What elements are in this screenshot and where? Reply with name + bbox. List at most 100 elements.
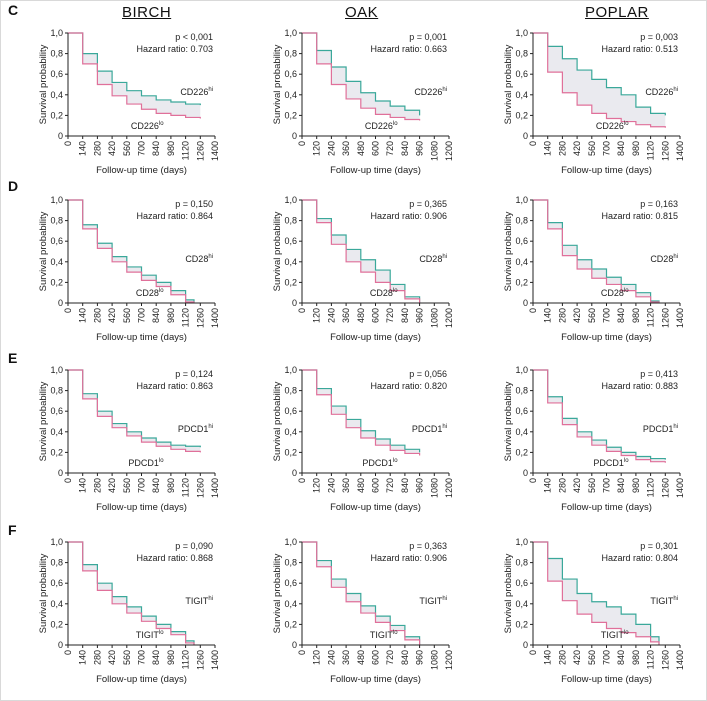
y-tick-label: 0,4 [50,257,63,267]
x-tick-label: 140 [543,650,553,665]
x-axis-label: Follow-up time (days) [96,332,187,343]
x-tick-label: 1260 [660,650,670,670]
series-line-hi [68,541,195,645]
x-tick-label: 140 [543,308,553,323]
hazard-ratio-label: Hazard ratio: 0.663 [370,44,447,54]
x-tick-label: 840 [151,141,161,156]
x-tick-label: 840 [400,308,410,323]
y-tick-label: 0 [58,131,63,141]
x-tick-label: 280 [92,478,102,493]
p-value-label: p < 0,001 [175,32,213,42]
x-tick-label: 560 [122,650,132,665]
x-tick-label: 420 [107,141,117,156]
series-line-lo [302,32,421,121]
x-tick-label: 280 [92,650,102,665]
chart-panel-f-poplar: 0 0,2 0,4 0,6 0,8 1,0 0 140 280 420 560 700 840 980 11… [503,537,685,685]
x-tick-label: 0 [297,308,307,313]
x-tick-label: 0 [528,478,538,483]
x-tick-label: 1260 [195,478,205,498]
series-line-lo [68,541,195,645]
y-tick-label: 0 [292,468,297,478]
group-label-lo: PDCD1lo [128,458,164,468]
chart-panel-d-birch: 0 0,2 0,4 0,6 0,8 1,0 0 140 280 420 560 700 840 980 11… [38,195,220,343]
y-tick-label: 0,6 [284,578,297,588]
y-tick-label: 0,4 [284,427,297,437]
x-tick-label: 1080 [429,308,439,328]
x-tick-label: 0 [297,650,307,655]
y-tick-label: 0,4 [284,90,297,100]
y-tick-label: 0,6 [515,69,528,79]
p-value-label: p = 0,124 [175,369,213,379]
y-tick-label: 0,6 [284,69,297,79]
y-tick-label: 0 [523,468,528,478]
chart-panel-d-oak: 0 0,2 0,4 0,6 0,8 1,0 0 120 240 360 480 600 720 840 96… [272,195,454,343]
y-axis-label: Survival probability [272,381,283,461]
x-tick-label: 1260 [660,308,670,328]
p-value-label: p = 0,413 [640,369,678,379]
confidence-band [533,33,666,128]
y-tick-label: 0,2 [515,619,528,629]
x-tick-label: 700 [137,650,147,665]
y-tick-label: 0,6 [515,406,528,416]
row-letter-f: F [8,522,17,538]
chart-panel-c-oak: 0 0,2 0,4 0,6 0,8 1,0 0 120 240 360 480 600 720 840 96… [272,28,454,176]
y-tick-label: 0,8 [50,216,63,226]
p-value-label: p = 0,301 [640,541,678,551]
x-tick-label: 1080 [429,650,439,670]
y-tick-label: 0 [292,131,297,141]
x-tick-label: 700 [602,650,612,665]
hazard-ratio-label: Hazard ratio: 0.863 [136,381,213,391]
y-tick-label: 0,2 [284,110,297,120]
x-tick-label: 560 [122,141,132,156]
y-axis-label: Survival probability [38,381,49,461]
x-tick-label: 240 [326,650,336,665]
x-axis-label: Follow-up time (days) [561,165,652,176]
x-tick-label: 1400 [210,650,220,670]
y-tick-label: 0,8 [284,216,297,226]
x-tick-label: 1260 [660,141,670,161]
y-tick-label: 0,2 [50,619,63,629]
series-line-hi [533,199,660,303]
y-tick-label: 1,0 [284,537,297,547]
y-axis-label: Survival probability [38,553,49,633]
y-tick-label: 0,2 [284,447,297,457]
group-label-hi: TIGIThi [650,596,678,606]
x-tick-label: 420 [107,478,117,493]
x-tick-label: 480 [356,478,366,493]
x-tick-label: 1120 [646,650,656,669]
group-label-lo: CD226lo [365,121,398,131]
x-tick-label: 0 [297,478,307,483]
group-label-hi: TIGIThi [419,596,447,606]
p-value-label: p = 0,090 [175,541,213,551]
y-tick-label: 0,8 [284,386,297,396]
x-tick-label: 120 [312,308,322,323]
y-tick-label: 1,0 [50,365,63,375]
y-tick-label: 0,6 [50,406,63,416]
y-tick-label: 0,6 [515,236,528,246]
x-tick-label: 840 [151,478,161,493]
y-tick-label: 1,0 [515,365,528,375]
y-axis-label: Survival probability [503,211,514,291]
x-tick-label: 1080 [429,141,439,161]
x-tick-label: 1120 [181,478,191,497]
x-tick-label: 960 [415,308,425,323]
x-tick-label: 240 [326,478,336,493]
x-tick-label: 840 [616,650,626,665]
x-tick-label: 560 [587,308,597,323]
x-tick-label: 980 [166,478,176,493]
x-tick-label: 1200 [444,650,454,670]
group-label-lo: PDCD1lo [593,458,629,468]
y-tick-label: 0,2 [515,110,528,120]
x-tick-label: 1080 [429,478,439,498]
x-tick-label: 480 [356,650,366,665]
group-label-lo: CD226lo [596,121,629,131]
series-line-lo [533,199,660,303]
series-line-hi [302,32,421,116]
y-tick-label: 0,8 [50,49,63,59]
x-tick-label: 0 [63,650,73,655]
x-tick-label: 420 [107,650,117,665]
series-line-lo [68,369,201,453]
series-line-hi [68,369,201,448]
group-label-hi: PDCD1hi [412,424,447,434]
x-tick-label: 420 [107,308,117,323]
